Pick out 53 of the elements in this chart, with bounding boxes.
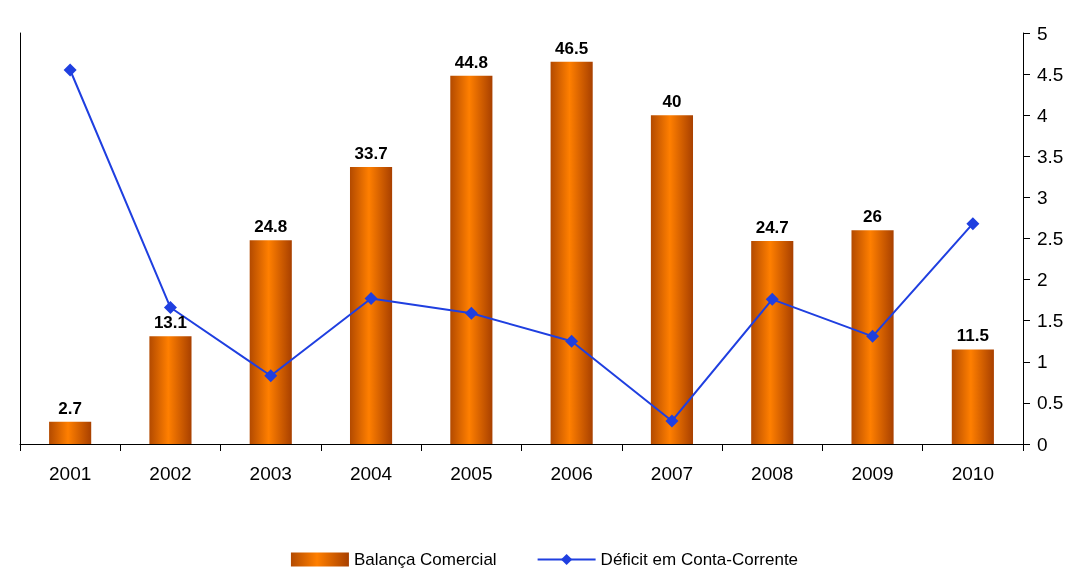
y2-tick-label: 3 [1037,186,1048,208]
bar [249,240,292,444]
data-label: 33.7 [354,143,388,163]
data-label: 26 [863,207,883,227]
point [464,306,478,320]
bar [349,166,393,444]
x-tick-label: 2002 [149,463,192,484]
legend-label: Déficit em Conta-Corrente [600,550,799,569]
point [866,329,880,343]
bar [951,349,994,444]
bar [650,115,694,444]
x-tick-label: 2008 [751,463,794,484]
y2-tick-label: 2.5 [1037,228,1064,249]
point [264,369,278,383]
y2-tick-label: 5 [1037,22,1048,44]
point [63,63,77,77]
y2-tick-label: 1 [1037,351,1048,373]
data-label: 24.7 [755,217,789,237]
bar [49,421,92,444]
data-label: 40 [662,92,682,112]
bar [751,240,794,444]
y2-tick-label: 0 [1037,433,1048,455]
point [765,292,779,306]
point [163,301,177,315]
bar [851,230,894,444]
data-label: 44.8 [454,52,488,72]
bar [550,61,593,444]
data-label: 46.5 [555,38,589,58]
y2-tick-label: 2 [1037,269,1048,291]
y2-tick-label: 0.5 [1037,392,1064,414]
x-tick-label: 2007 [650,463,694,484]
x-tick-label: 2004 [349,463,393,484]
x-tick-label: 2010 [951,463,994,484]
x-tick-label: 2006 [550,463,593,484]
y2-tick-label: 4 [1037,104,1048,126]
bar [450,75,493,444]
point [565,334,579,348]
point [665,414,679,428]
data-label: 24.8 [254,217,288,237]
point [966,217,980,231]
x-tick-label: 2001 [49,463,92,484]
data-label: 2.7 [58,398,82,418]
data-label: 13.1 [153,313,187,333]
data-label: 11.5 [956,326,989,346]
y2-tick-label: 1.5 [1037,310,1064,332]
y2-tick-label: 4.5 [1037,63,1064,85]
x-tick-label: 2009 [851,463,894,484]
point [364,292,378,306]
x-tick-label: 2005 [450,463,493,484]
bar [149,336,192,444]
legend-label: Balança Comercial [353,550,497,569]
x-tick-label: 2003 [249,463,292,484]
y2-tick-label: 3.5 [1037,145,1064,167]
